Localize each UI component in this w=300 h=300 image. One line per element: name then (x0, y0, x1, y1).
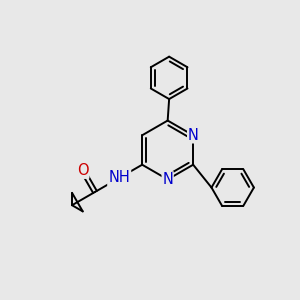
Text: N: N (162, 172, 173, 187)
Text: N: N (188, 128, 199, 143)
Text: NH: NH (108, 170, 130, 185)
Text: O: O (77, 163, 88, 178)
